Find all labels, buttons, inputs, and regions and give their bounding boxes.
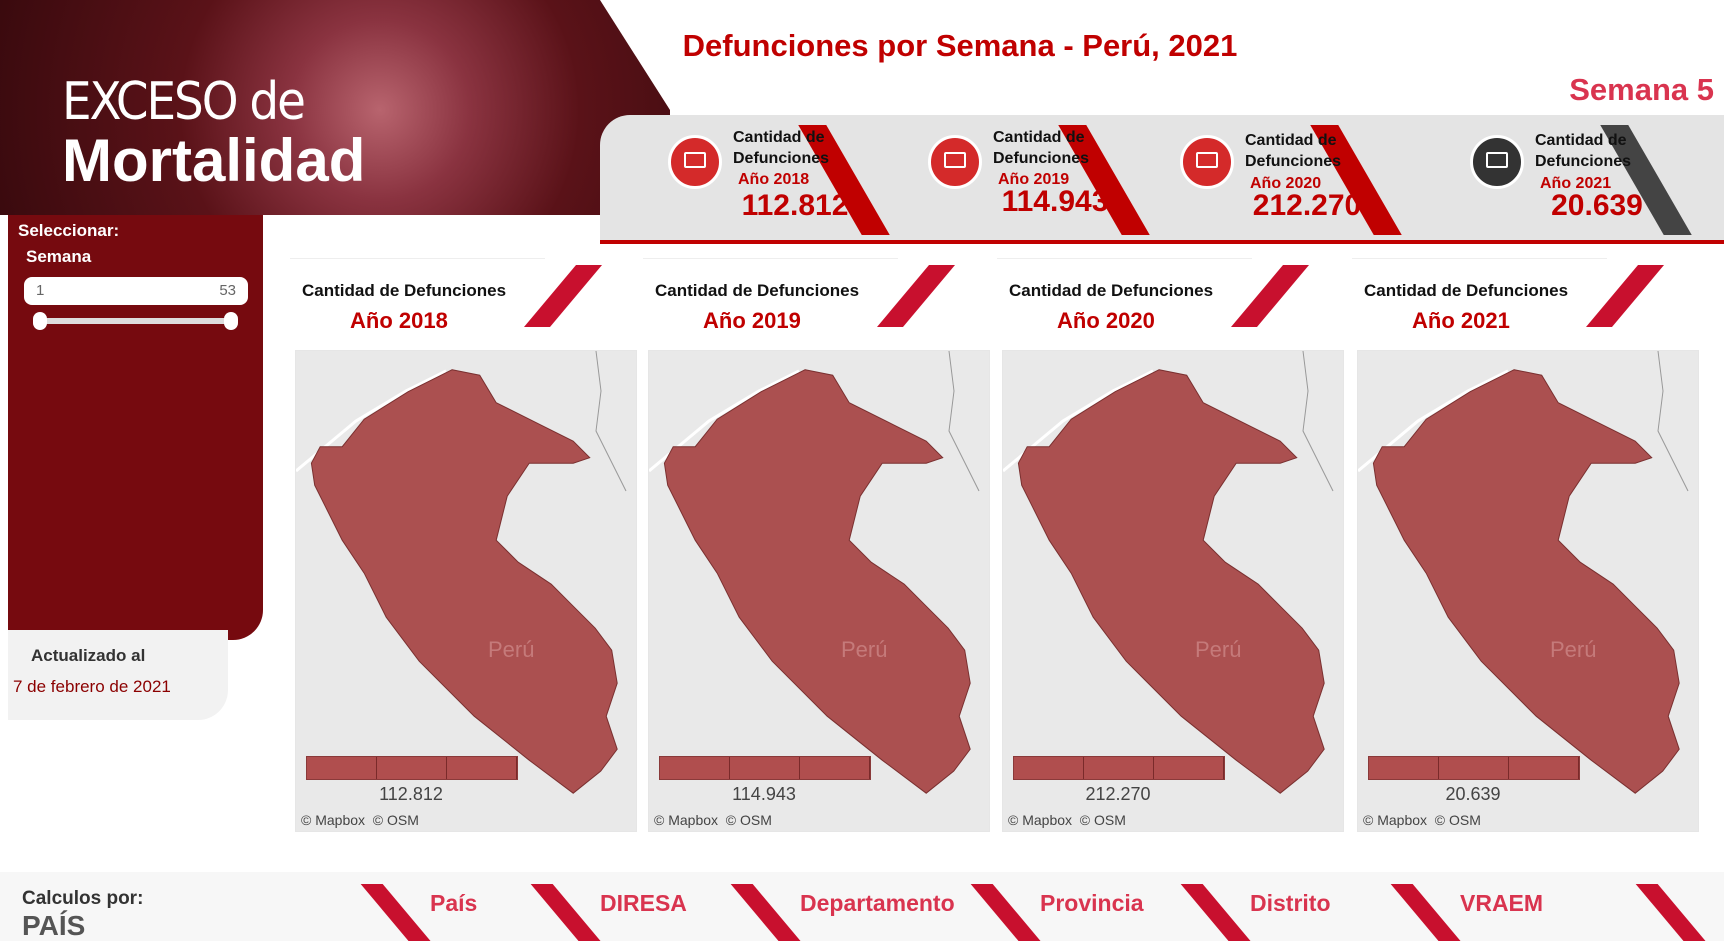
legend-value: 20.639 [1368, 784, 1578, 805]
map-year: Año 2019 [703, 308, 801, 334]
map-header: Cantidad de Defunciones [1009, 281, 1213, 301]
tab[interactable]: Distrito [1250, 890, 1331, 917]
calc-label: Calculos por: [22, 888, 143, 910]
legend-value: 212.270 [1013, 784, 1223, 805]
legend-cell [1014, 757, 1084, 779]
tab-stripe [731, 884, 802, 941]
legend-cell [1439, 757, 1509, 779]
tab-stripe [1391, 884, 1462, 941]
map-year: Año 2020 [1057, 308, 1155, 334]
attribution: © Mapbox © OSM [1008, 812, 1126, 828]
legend-cell [1369, 757, 1439, 779]
map: Perú 114.943 © Mapbox © OSM [648, 350, 990, 832]
legend-cell [447, 757, 517, 779]
maps-area: Cantidad de Defunciones Año 2018 Perú 112.8… [0, 0, 1724, 860]
legend-cell [307, 757, 377, 779]
country-label: Perú [1195, 637, 1241, 663]
legend-cell [1154, 757, 1224, 779]
legend-bar [659, 756, 871, 780]
footer: Calculos por: PAÍS País DIRESA Departament… [0, 872, 1724, 941]
tab[interactable]: Departamento [800, 890, 955, 917]
country-label: Perú [488, 637, 534, 663]
calc-level: PAÍS [22, 910, 85, 941]
map: Perú 212.270 © Mapbox © OSM [1002, 350, 1344, 832]
map: Perú 20.639 © Mapbox © OSM [1357, 350, 1699, 832]
map-header: Cantidad de Defunciones [1364, 281, 1568, 301]
legend-bar [306, 756, 518, 780]
attribution: © Mapbox © OSM [1363, 812, 1481, 828]
legend-cell [1084, 757, 1154, 779]
tab-stripe [1181, 884, 1252, 941]
map-header: Cantidad de Defunciones [655, 281, 859, 301]
legend-cell [660, 757, 730, 779]
tab[interactable]: VRAEM [1460, 890, 1543, 917]
tab-stripe [361, 884, 432, 941]
tab-stripe [971, 884, 1042, 941]
tab-stripe [1636, 884, 1707, 941]
legend-cell [730, 757, 800, 779]
tab[interactable]: DIRESA [600, 890, 687, 917]
map-header: Cantidad de Defunciones [302, 281, 506, 301]
tab-stripe [531, 884, 602, 941]
country-label: Perú [841, 637, 887, 663]
legend-cell [377, 757, 447, 779]
map-year: Año 2021 [1412, 308, 1510, 334]
dashboard: EXCESO de Mortalidad Defunciones por Sem… [0, 0, 1724, 941]
legend-bar [1368, 756, 1580, 780]
map: Perú 112.812 © Mapbox © OSM [295, 350, 637, 832]
legend-cell [800, 757, 870, 779]
legend-cell [1509, 757, 1579, 779]
legend-bar [1013, 756, 1225, 780]
attribution: © Mapbox © OSM [654, 812, 772, 828]
legend-value: 112.812 [306, 784, 516, 805]
country-label: Perú [1550, 637, 1596, 663]
map-year: Año 2018 [350, 308, 448, 334]
legend-value: 114.943 [659, 784, 869, 805]
attribution: © Mapbox © OSM [301, 812, 419, 828]
tab[interactable]: Provincia [1040, 890, 1144, 917]
tab[interactable]: País [430, 890, 477, 917]
